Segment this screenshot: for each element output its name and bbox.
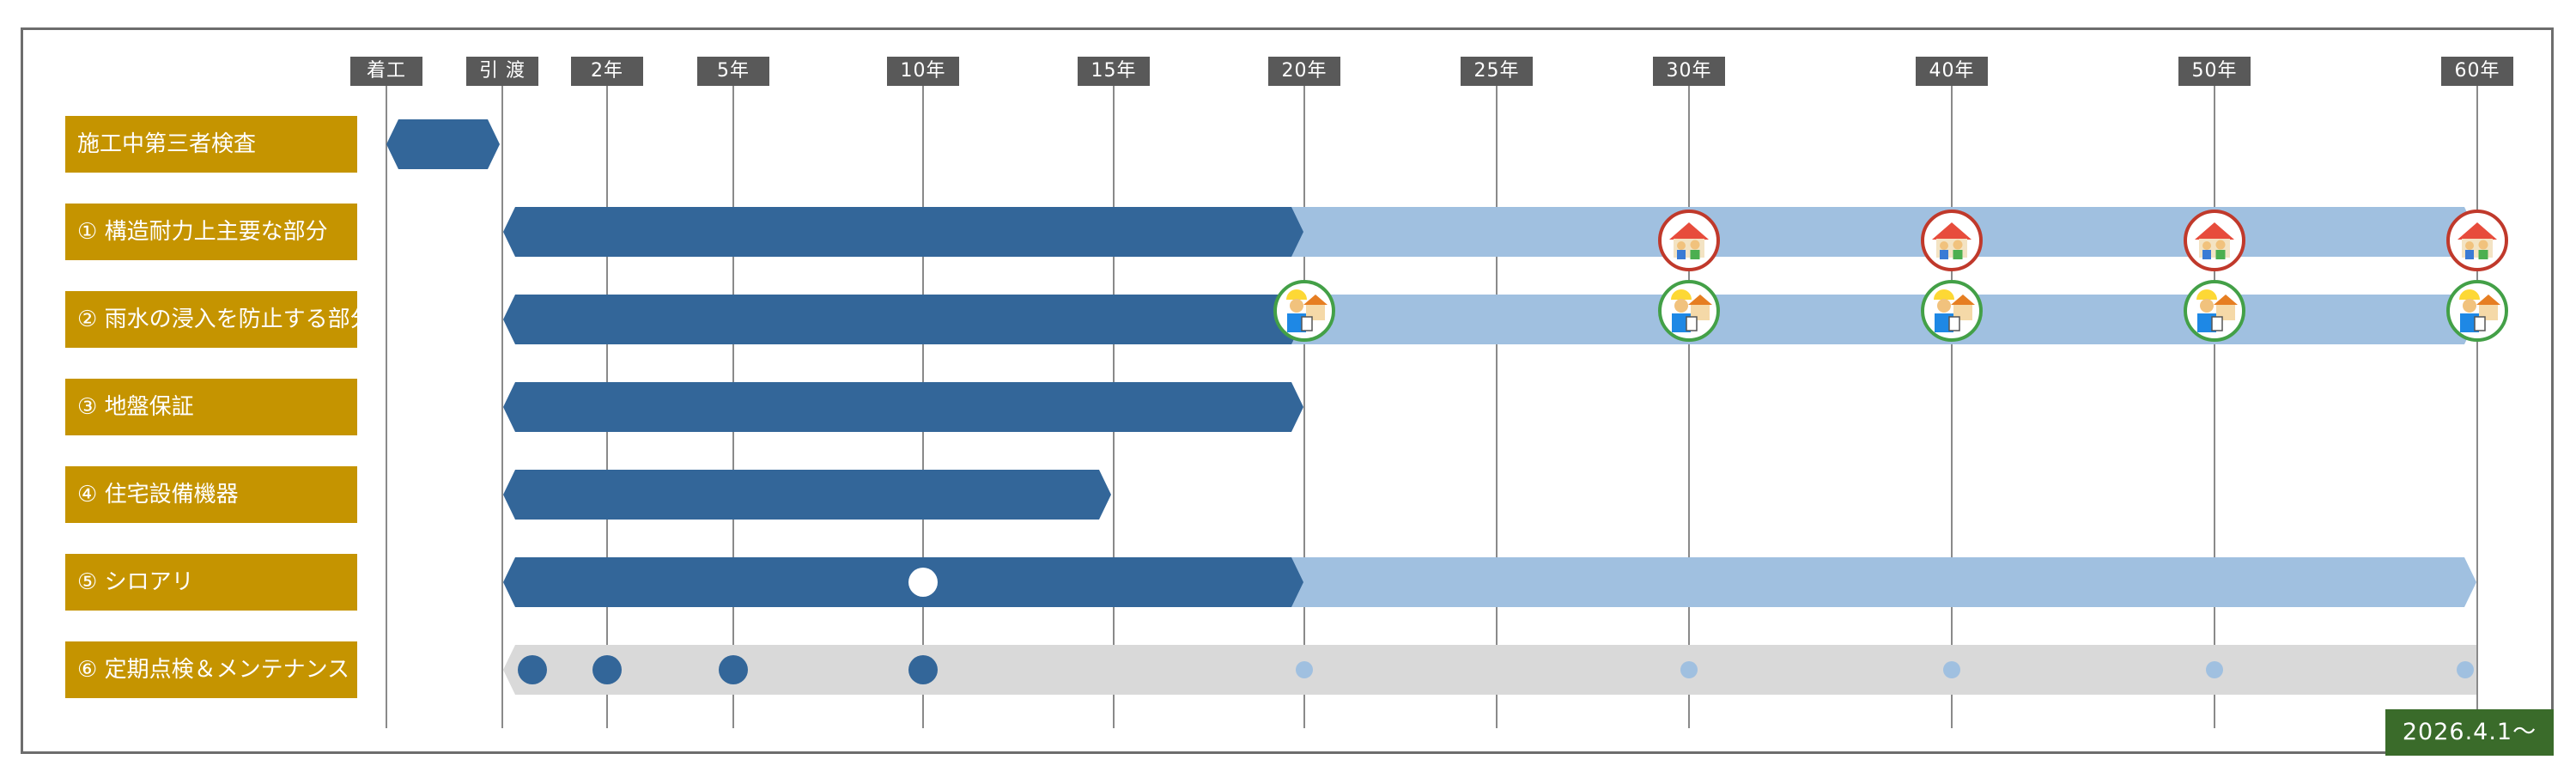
tick-50y: 50年: [2178, 57, 2251, 86]
tick-60y: 60年: [2441, 57, 2513, 86]
house-family-icon: [2184, 210, 2245, 271]
maintenance-point-30y: [1680, 661, 1698, 678]
gridline-handover: [501, 86, 503, 728]
bar-structure-extended: [1288, 207, 2476, 257]
maintenance-point-60y: [2457, 661, 2474, 678]
gridline-50y: [2214, 86, 2215, 728]
tick-25y: 25年: [1461, 57, 1533, 86]
gridline-25y: [1496, 86, 1498, 728]
maintenance-point-40y: [1943, 661, 1960, 678]
row-label-maintenance: ⑥ 定期点検＆メンテナンス: [65, 641, 357, 698]
tick-5y: 5年: [697, 57, 769, 86]
house-family-icon: [2446, 210, 2508, 271]
bar-structure-warranty: [503, 207, 1303, 257]
row-label-ground: ③ 地盤保証: [65, 379, 357, 435]
tick-handover: 引 渡: [466, 57, 538, 86]
bar-termite-warranty: [503, 557, 1303, 607]
row-label-equipment: ④ 住宅設備機器: [65, 466, 357, 523]
bar-rainwater-warranty: [503, 295, 1303, 344]
row-label-construction-inspection: 施工中第三者検査: [65, 116, 357, 173]
gridline-30y: [1688, 86, 1690, 728]
row-label-structure: ① 構造耐力上主要な部分: [65, 204, 357, 260]
row-label-rainwater: ② 雨水の浸入を防止する部分: [65, 291, 373, 348]
inspector-house-icon: [1921, 280, 1983, 342]
house-family-icon: [1658, 210, 1720, 271]
maintenance-point-1y: [518, 655, 547, 684]
tick-40y: 40年: [1916, 57, 1988, 86]
tick-2y: 2年: [571, 57, 643, 86]
gridline-60y: [2476, 86, 2478, 728]
maintenance-point-2y: [592, 655, 622, 684]
tick-20y: 20年: [1268, 57, 1340, 86]
start-date-badge: 2026.4.1〜: [2385, 709, 2554, 756]
inspector-house-icon: [1658, 280, 1720, 342]
tick-10y: 10年: [887, 57, 959, 86]
bar-termite-extended: [1288, 557, 2476, 607]
bar-equipment-warranty: [503, 470, 1111, 520]
bar-maintenance: [503, 645, 2476, 695]
bar-ground-warranty: [503, 382, 1303, 432]
house-family-icon: [1921, 210, 1983, 271]
tick-15y: 15年: [1078, 57, 1150, 86]
bar-construction-inspection: [386, 119, 500, 169]
bar-rainwater-extended: [1288, 295, 2476, 344]
row-label-termite: ⑤ シロアリ: [65, 554, 357, 611]
termite-marker-10y: [908, 568, 938, 597]
tick-30y: 30年: [1653, 57, 1725, 86]
inspector-house-icon: [2184, 280, 2245, 342]
tick-start: 着工: [350, 57, 422, 86]
maintenance-point-50y: [2206, 661, 2223, 678]
gridline-start: [386, 86, 387, 728]
maintenance-point-10y: [908, 655, 938, 684]
gridline-20y: [1303, 86, 1305, 728]
inspector-house-icon: [1273, 280, 1335, 342]
maintenance-point-5y: [719, 655, 748, 684]
inspector-house-icon: [2446, 280, 2508, 342]
maintenance-point-20y: [1296, 661, 1313, 678]
gridline-40y: [1951, 86, 1953, 728]
